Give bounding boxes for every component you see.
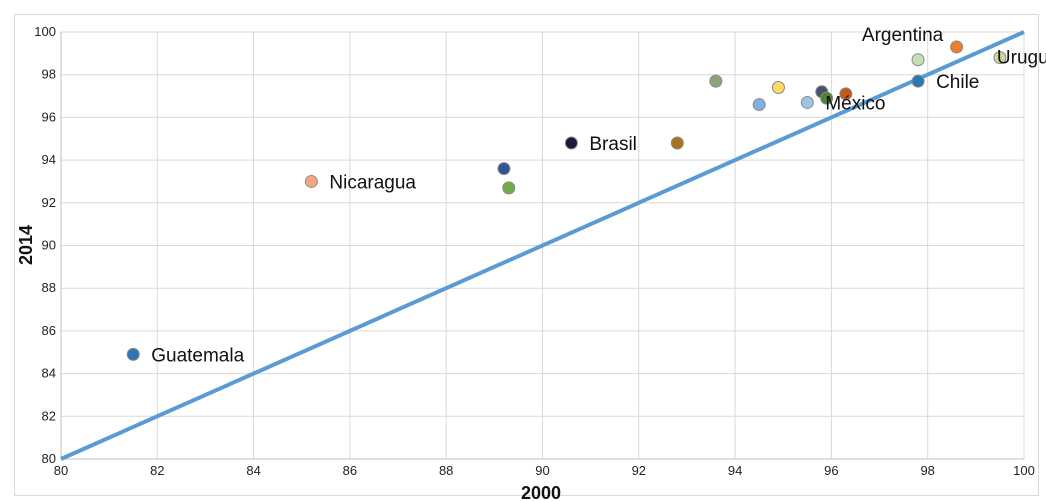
point-label: Guatemala <box>151 345 244 366</box>
point-label: México <box>825 93 885 114</box>
y-tick-label: 100 <box>34 24 56 39</box>
x-tick-label: 90 <box>535 463 549 478</box>
reference-line <box>60 30 1025 461</box>
data-point <box>304 174 318 188</box>
data-point <box>950 40 964 54</box>
y-tick-label: 80 <box>42 451 56 466</box>
data-point <box>126 347 140 361</box>
x-tick-label: 92 <box>632 463 646 478</box>
y-tick-label: 84 <box>42 366 56 381</box>
y-tick-label: 82 <box>42 408 56 423</box>
axes <box>60 32 1024 460</box>
y-tick-label: 86 <box>42 323 56 338</box>
x-axis-title: 2000 <box>521 483 561 501</box>
point-label: Brasil <box>589 134 637 155</box>
x-tick-label: 98 <box>920 463 934 478</box>
x-tick-label: 96 <box>824 463 838 478</box>
x-tick-labels: 80 82 84 86 88 90 92 94 96 98 100 <box>54 463 1035 478</box>
x-tick-label: 94 <box>728 463 742 478</box>
y-tick-label: 94 <box>42 152 56 167</box>
data-point <box>911 53 925 67</box>
y-axis-title: 2014 <box>16 225 36 265</box>
y-tick-label: 98 <box>42 67 56 82</box>
data-points <box>126 40 1007 361</box>
data-point <box>800 95 814 109</box>
y-tick-label: 88 <box>42 280 56 295</box>
y-tick-label: 96 <box>42 109 56 124</box>
x-tick-label: 100 <box>1013 463 1035 478</box>
data-point <box>564 136 578 150</box>
data-point <box>820 91 834 105</box>
point-label: Chile <box>936 72 979 93</box>
data-point <box>752 98 766 112</box>
data-point <box>771 81 785 95</box>
point-label: Argentina <box>862 25 944 46</box>
x-tick-label: 86 <box>343 463 357 478</box>
data-point <box>911 74 925 88</box>
data-point <box>993 51 1007 65</box>
data-point <box>839 87 853 101</box>
data-point <box>670 136 684 150</box>
x-tick-label: 84 <box>246 463 260 478</box>
data-point <box>497 162 511 176</box>
data-point <box>709 74 723 88</box>
y-tick-labels: 80 82 84 86 88 90 92 94 96 98 100 <box>34 24 56 466</box>
y-tick-label: 90 <box>42 238 56 253</box>
x-tick-label: 80 <box>54 463 68 478</box>
point-label: Uruguay <box>997 48 1046 69</box>
point-labels: Guatemala Nicaragua Brasil México Chile Argen… <box>151 25 1046 366</box>
x-tick-label: 82 <box>150 463 164 478</box>
chart-frame <box>14 14 1039 496</box>
x-tick-label: 88 <box>439 463 453 478</box>
data-point <box>502 181 516 195</box>
point-label: Nicaragua <box>329 172 416 193</box>
y-tick-label: 92 <box>42 195 56 210</box>
